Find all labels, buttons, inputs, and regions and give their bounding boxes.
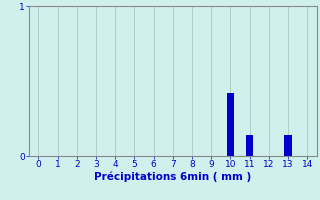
X-axis label: Précipitations 6min ( mm ): Précipitations 6min ( mm ) bbox=[94, 172, 252, 182]
Bar bbox=[284, 135, 292, 156]
Bar bbox=[227, 93, 234, 156]
Bar bbox=[246, 135, 253, 156]
